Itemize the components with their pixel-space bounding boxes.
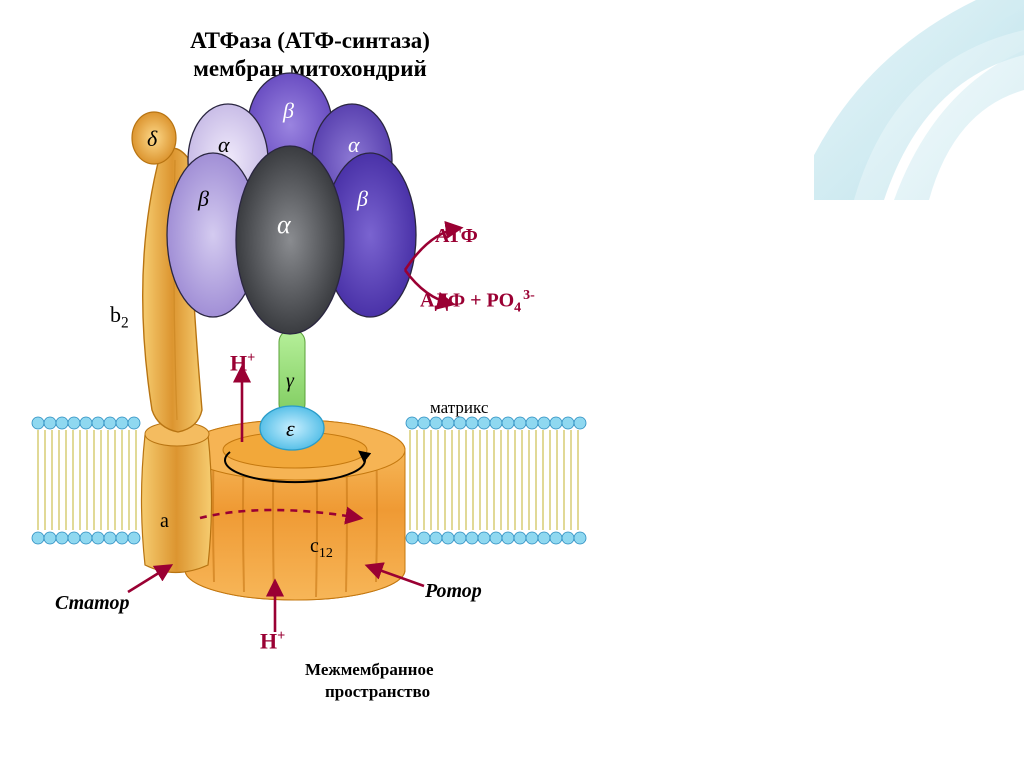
- atp-synthase-figure: АТФаза (АТФ-синтаза) мембран митохондрий: [30, 10, 590, 730]
- label-c12: c12: [310, 535, 333, 562]
- label-gamma: γ: [286, 370, 294, 393]
- label-delta: δ: [147, 126, 157, 152]
- label-stator: Статор: [55, 592, 129, 615]
- label-b2: b2: [110, 302, 129, 332]
- label-alpha-right: α: [348, 132, 360, 158]
- label-alpha-left: α: [218, 132, 230, 158]
- label-rotor: Ротор: [425, 580, 482, 603]
- label-beta-top: β: [283, 98, 294, 124]
- label-beta-left: β: [198, 186, 209, 212]
- label-atp: АТФ: [435, 225, 478, 248]
- label-h-bottom: H+: [260, 628, 285, 654]
- label-intermembrane-2: пространство: [325, 682, 430, 702]
- label-beta-right: β: [357, 186, 368, 212]
- label-alpha-center: α: [277, 210, 291, 240]
- slide: АТФаза (АТФ-синтаза) мембран митохондрий: [0, 0, 1024, 767]
- label-reaction: АДФ + РО43-: [420, 288, 535, 317]
- stator-pointer-icon: [128, 566, 170, 592]
- label-intermembrane-1: Межмембранное: [305, 660, 434, 680]
- label-epsilon: ε: [286, 416, 295, 442]
- label-matrix: матрикс: [430, 398, 488, 418]
- label-a: a: [160, 510, 169, 533]
- diagram-svg: [30, 10, 590, 730]
- corner-decoration: [814, 0, 1024, 200]
- stator-a: [142, 422, 212, 573]
- label-h-top: H+: [230, 350, 255, 376]
